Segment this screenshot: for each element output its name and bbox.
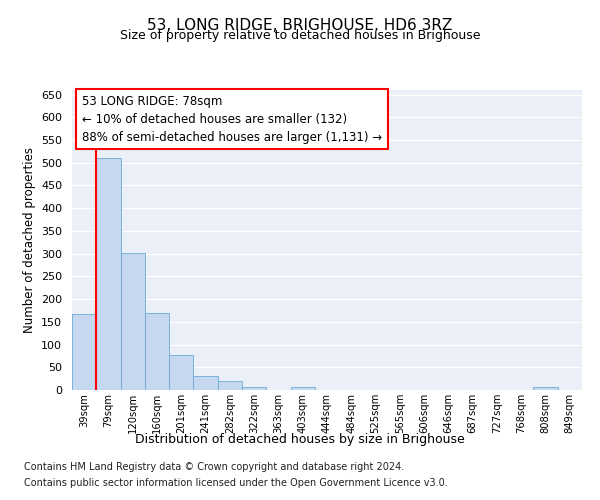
Bar (121, 252, 145, 390)
Bar (290, 387, 315, 390)
Bar (72, 314, 96, 390)
Text: 53, LONG RIDGE, BRIGHOUSE, HD6 3RZ: 53, LONG RIDGE, BRIGHOUSE, HD6 3RZ (148, 18, 452, 32)
Bar (96, 158, 121, 390)
Text: 53 LONG RIDGE: 78sqm
← 10% of detached houses are smaller (132)
88% of semi-deta: 53 LONG RIDGE: 78sqm ← 10% of detached h… (82, 94, 382, 144)
Y-axis label: Number of detached properties: Number of detached properties (23, 147, 35, 333)
Bar (218, 381, 242, 390)
Bar (533, 387, 558, 390)
Bar (193, 376, 218, 390)
Bar (145, 312, 169, 390)
Bar (169, 354, 193, 390)
Text: Contains HM Land Registry data © Crown copyright and database right 2024.: Contains HM Land Registry data © Crown c… (24, 462, 404, 472)
Bar (242, 387, 266, 390)
Text: Distribution of detached houses by size in Brighouse: Distribution of detached houses by size … (135, 432, 465, 446)
Text: Size of property relative to detached houses in Brighouse: Size of property relative to detached ho… (120, 28, 480, 42)
Text: Contains public sector information licensed under the Open Government Licence v3: Contains public sector information licen… (24, 478, 448, 488)
